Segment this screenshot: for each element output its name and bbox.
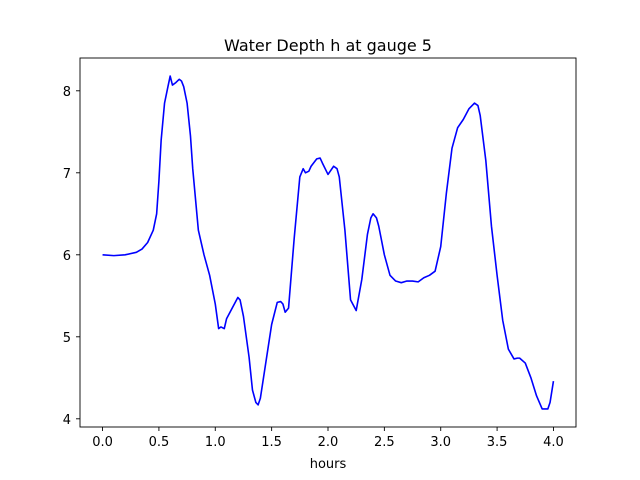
series-line-gauge-5 — [102, 75, 555, 410]
x-axis-ticks: 0.0 0.5 1.0 1.5 2.0 2.5 3.0 3.5 4.0 — [92, 427, 564, 450]
y-tick-label: 5 — [63, 331, 71, 346]
x-tick-label: 4.0 — [543, 435, 564, 450]
x-tick-label: 3.0 — [430, 435, 451, 450]
chart-title: Water Depth h at gauge 5 — [224, 36, 432, 55]
y-tick-label: 4 — [63, 413, 71, 428]
x-tick-label: 3.5 — [487, 435, 508, 450]
x-tick-label: 2.0 — [318, 435, 339, 450]
y-tick-label: 8 — [63, 85, 71, 100]
x-axis-label: hours — [310, 457, 347, 472]
x-tick-label: 2.5 — [374, 435, 395, 450]
y-axis-ticks: 4 5 6 7 8 — [63, 85, 80, 428]
x-tick-label: 1.5 — [261, 435, 282, 450]
x-tick-label: 0.5 — [149, 435, 170, 450]
y-tick-label: 7 — [63, 167, 71, 182]
x-tick-label: 1.0 — [205, 435, 226, 450]
y-tick-label: 6 — [63, 249, 71, 264]
x-tick-label: 0.0 — [92, 435, 113, 450]
